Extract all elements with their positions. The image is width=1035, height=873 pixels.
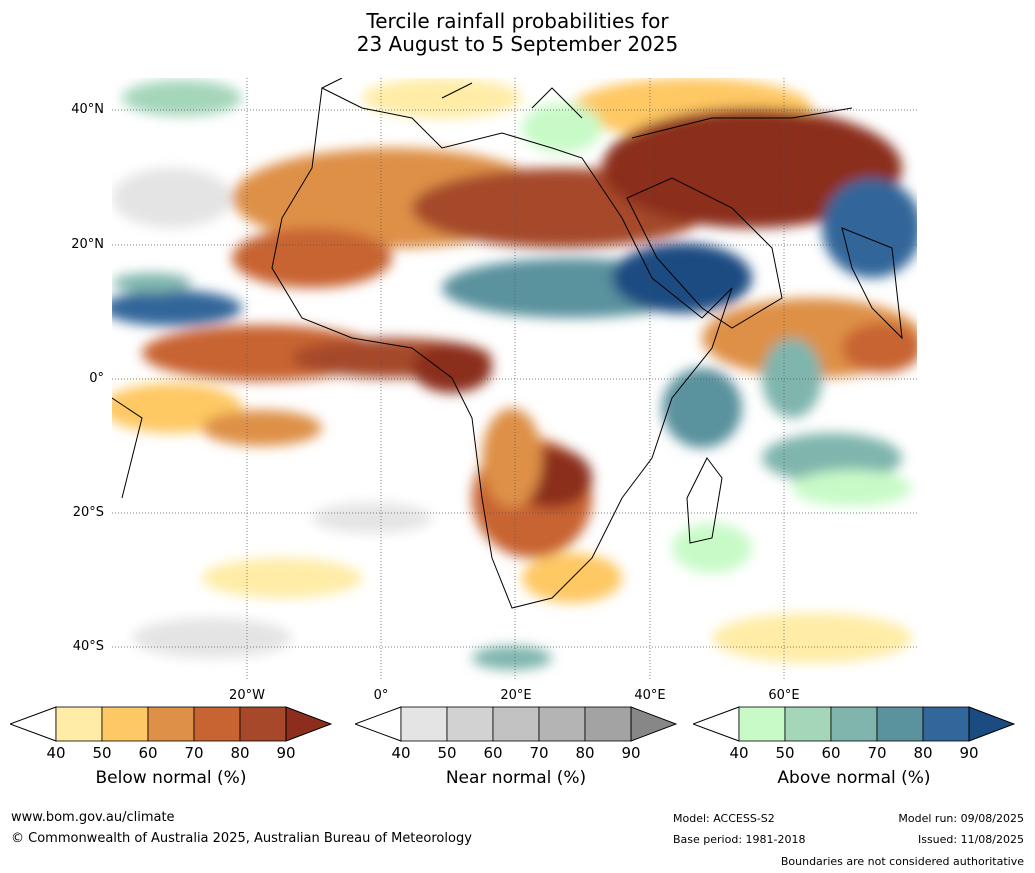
lat-label-20n: 20°N [71, 237, 104, 252]
near-normal-title: Near normal (%) [445, 768, 587, 788]
below-normal-tick-label: 90 [276, 744, 296, 762]
below-normal-colorbar [10, 706, 332, 742]
lon-label-60e: 60°E [768, 688, 800, 703]
coastlines [112, 78, 903, 609]
near-normal-tick-label: 40 [391, 744, 411, 762]
above-normal-color-segment [738, 706, 786, 742]
lat-label-40s: 40°S [72, 639, 104, 654]
below-normal-upper-extend [285, 706, 332, 742]
gridlines [112, 78, 917, 681]
lon-label-20w: 20°W [229, 688, 265, 703]
below-normal-tick-label: 80 [230, 744, 250, 762]
above-normal-color-segment [830, 706, 878, 742]
lon-label-0: 0° [373, 688, 389, 703]
near-normal-tick-label: 70 [529, 744, 549, 762]
above-normal-color-segment [784, 706, 832, 742]
near-normal-tick-label: 60 [483, 744, 503, 762]
near-normal-color-segment [400, 706, 448, 742]
below-normal-color-segment [239, 706, 287, 742]
footer-model: Model: ACCESS-S2 [673, 812, 775, 825]
footer-url[interactable]: www.bom.gov.au/climate [11, 810, 175, 825]
above-normal-tick-label: 40 [729, 744, 749, 762]
near-normal-colorbar [355, 706, 677, 742]
above-normal-title: Above normal (%) [777, 768, 931, 788]
below-normal-lower-extend [10, 706, 57, 742]
near-normal-color-segment [538, 706, 586, 742]
above-normal-lower-extend [693, 706, 740, 742]
below-normal-tick-label: 60 [138, 744, 158, 762]
lat-label-20s: 20°S [72, 505, 104, 520]
near-normal-lower-extend [355, 706, 402, 742]
footer-model-run: Model run: 09/08/2025 [898, 812, 1024, 825]
above-normal-color-segment [876, 706, 924, 742]
above-normal-tick-label: 70 [867, 744, 887, 762]
footer-disclaimer: Boundaries are not considered authoritat… [780, 855, 1024, 868]
map-title: Tercile rainfall probabilities for 23 Au… [0, 10, 1035, 56]
above-normal-tick-label: 90 [959, 744, 979, 762]
below-normal-color-segment [101, 706, 149, 742]
near-normal-tick-label: 90 [621, 744, 641, 762]
below-normal-color-segment [55, 706, 103, 742]
below-normal-tick-label: 40 [46, 744, 66, 762]
near-normal-tick-label: 50 [437, 744, 457, 762]
near-normal-tick-label: 80 [575, 744, 595, 762]
below-normal-color-segment [193, 706, 241, 742]
below-normal-tick-label: 70 [184, 744, 204, 762]
above-normal-colorbar [693, 706, 1015, 742]
above-normal-tick-label: 60 [821, 744, 841, 762]
map-canvas [112, 78, 917, 681]
near-normal-upper-extend [630, 706, 677, 742]
footer-copyright: © Commonwealth of Australia 2025, Austra… [11, 831, 472, 846]
probability-map [112, 78, 917, 681]
footer-issued: Issued: 11/08/2025 [917, 833, 1024, 846]
lon-label-20e: 20°E [500, 688, 532, 703]
footer-base-period: Base period: 1981-2018 [673, 833, 806, 846]
above-normal-color-segment [922, 706, 970, 742]
lon-label-40e: 40°E [634, 688, 666, 703]
title-line-1: Tercile rainfall probabilities for [366, 9, 669, 33]
above-normal-tick-label: 80 [913, 744, 933, 762]
title-line-2: 23 August to 5 September 2025 [356, 32, 679, 56]
above-normal-tick-label: 50 [775, 744, 795, 762]
below-normal-tick-label: 50 [92, 744, 112, 762]
lat-label-0: 0° [89, 371, 104, 386]
below-normal-color-segment [147, 706, 195, 742]
above-normal-upper-extend [968, 706, 1015, 742]
near-normal-color-segment [492, 706, 540, 742]
near-normal-color-segment [446, 706, 494, 742]
probability-fields [112, 78, 917, 670]
near-normal-color-segment [584, 706, 632, 742]
lat-label-40n: 40°N [71, 102, 104, 117]
below-normal-title: Below normal (%) [95, 768, 247, 788]
